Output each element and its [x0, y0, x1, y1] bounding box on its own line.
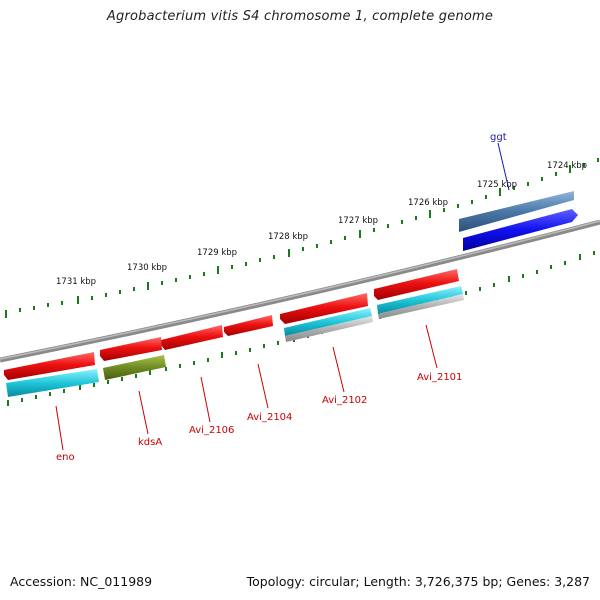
- scale-label-1730: 1730 kbp: [127, 263, 167, 273]
- feature-kdsA-gene[interactable]: [103, 355, 166, 380]
- scale-label-1724: 1724 kbp: [547, 161, 587, 171]
- feature-avi-2104-cds[interactable]: [161, 325, 223, 350]
- scale-label-1728: 1728 kbp: [268, 232, 308, 242]
- feature-avi-2101-gene-grey[interactable]: [378, 294, 464, 319]
- cds-track-red: [4, 269, 459, 380]
- gene-track: [6, 286, 464, 397]
- scale-label-1726: 1726 kbp: [408, 198, 448, 208]
- map-title: Agrobacterium vitis S4 chromosome 1, com…: [106, 9, 494, 24]
- feature-eno-gene[interactable]: [6, 369, 99, 397]
- gene-label-ggt: ggt: [490, 132, 507, 143]
- feature-ggt-gene[interactable]: [459, 191, 574, 232]
- scale-label-1729: 1729 kbp: [197, 248, 237, 258]
- gene-label-avi-2104: Avi_2104: [247, 412, 292, 423]
- gene-label-avi-2101: Avi_2101: [417, 372, 462, 383]
- gene-label-kdsA: kdsA: [138, 437, 162, 448]
- gene-labels: ggt Avi_2101 Avi_2102 Avi_2104 Avi_2106 …: [56, 132, 507, 463]
- feature-kdsA-cds[interactable]: [100, 337, 162, 361]
- scale-label-1727: 1727 kbp: [338, 216, 378, 226]
- feature-avi-2102-gene-grey[interactable]: [285, 316, 373, 342]
- chromosome-backbone-highlight: [0, 220, 600, 360]
- gene-label-avi-2102: Avi_2102: [322, 395, 367, 406]
- feature-eno-cds[interactable]: [4, 352, 95, 380]
- feature-avi-2103-cds[interactable]: [224, 315, 273, 336]
- feature-avi-2101-cds[interactable]: [374, 269, 459, 300]
- feature-avi-2102-gene[interactable]: [284, 308, 372, 336]
- feature-ggt-cds[interactable]: [463, 209, 578, 251]
- feature-avi-2101-gene[interactable]: [377, 286, 463, 314]
- chromosome-backbone: [0, 219, 600, 363]
- accession-text: Accession: NC_011989: [10, 574, 153, 589]
- gene-label-eno: eno: [56, 452, 75, 463]
- scale-label-1725: 1725 kbp: [477, 180, 517, 190]
- outer-tick-scale: [5, 158, 599, 318]
- scale-label-1731: 1731 kbp: [56, 277, 96, 287]
- callout-lines: [55, 142, 510, 451]
- genome-summary-text: Topology: circular; Length: 3,726,375 bp…: [246, 574, 590, 589]
- scale-labels: 1724 kbp 1725 kbp 1726 kbp 1727 kbp 1728…: [56, 161, 587, 287]
- feature-avi-2102-cds[interactable]: [280, 293, 368, 324]
- gene-label-avi-2106: Avi_2106: [189, 425, 234, 436]
